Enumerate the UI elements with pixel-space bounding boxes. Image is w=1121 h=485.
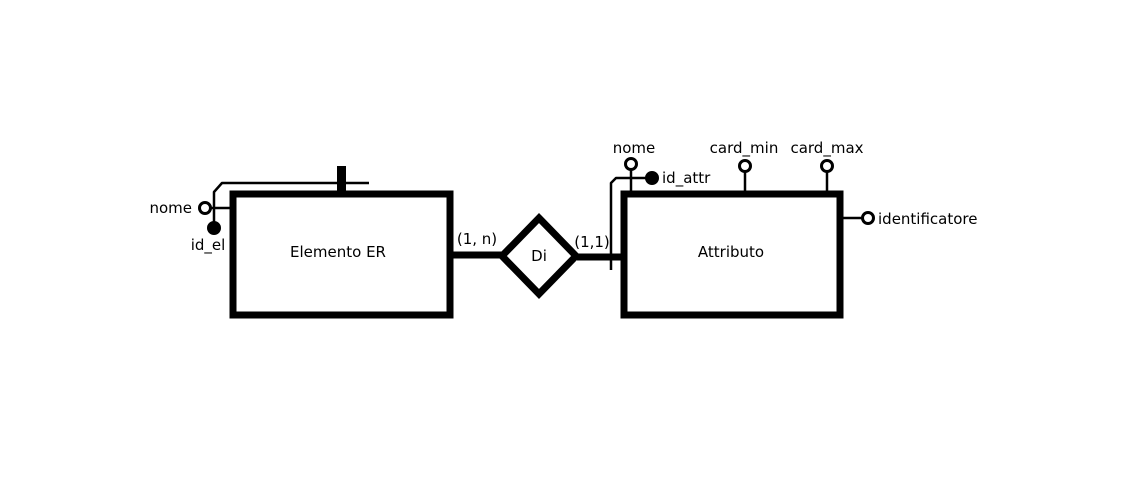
attribute-elemento-nome[interactable]: nome [149,199,231,217]
entity-elemento-er[interactable]: Elemento ER [229,190,454,319]
attribute-attributo-card-max-marker [820,159,834,173]
attribute-elemento-id-el-label: id_el [191,236,226,255]
elemento-identifier-line [212,181,369,228]
attribute-attributo-card-min[interactable]: card_min [710,139,779,192]
attribute-attributo-card-max[interactable]: card_max [790,139,864,192]
attribute-attributo-card-min-label: card_min [710,139,779,158]
entity-attributo-box [620,190,844,319]
attribute-elemento-nome-marker [198,201,212,215]
attribute-elemento-id-el[interactable]: id_el [191,221,226,256]
attribute-attributo-id-attr-label: id_attr [662,169,711,188]
attribute-attributo-card-max-label: card_max [790,139,863,158]
attribute-attributo-nome[interactable]: nome [613,139,656,192]
attribute-attributo-identificatore-marker [861,211,875,225]
attribute-elemento-nome-label: nome [149,199,192,217]
attributo-identifier-line [609,176,652,270]
entity-attributo-label: Attributo [698,243,764,261]
relationship-di-diamond [497,212,581,300]
attribute-attributo-nome-marker [624,157,638,171]
entity-elemento-er-box [229,190,454,319]
attribute-attributo-id-attr-marker [645,171,659,185]
entity-attributo[interactable]: Attributo [620,190,844,319]
attribute-attributo-nome-label: nome [613,139,656,157]
attribute-attributo-id-attr[interactable]: id_attr [645,169,712,188]
attributo-identifier-connector [609,176,652,270]
elemento-identifier-tick [337,166,346,193]
attribute-attributo-card-min-marker [738,159,752,173]
attribute-attributo-identificatore[interactable]: identificatore [842,210,978,228]
attribute-elemento-id-el-marker [207,221,221,235]
relationship-di[interactable]: Di (1, n) (1,1) [452,212,622,300]
elemento-identifier-connector [212,166,369,228]
entity-elemento-er-label: Elemento ER [290,243,386,261]
cardinality-elemento-di: (1, n) [457,230,497,248]
relationship-di-label: Di [531,247,547,265]
attribute-attributo-identificatore-label: identificatore [878,210,978,228]
cardinality-attributo-di: (1,1) [574,233,610,251]
